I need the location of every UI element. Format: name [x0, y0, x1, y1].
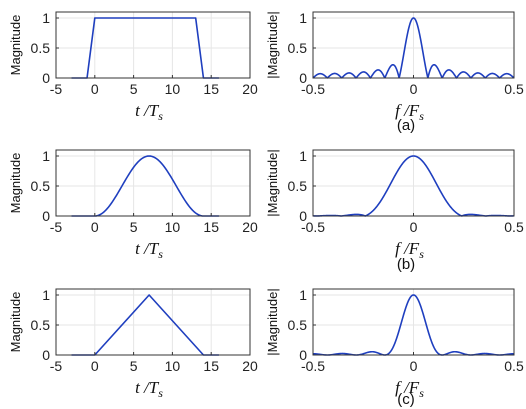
panel-c-freq-ytick-label-0: 0: [299, 347, 307, 363]
panel-a-freq-ytick-label-1: 0.5: [288, 40, 308, 56]
panel-c-time-xtick-label-3: 10: [165, 358, 181, 374]
panel-c-time-xtick-label-1: 0: [91, 358, 99, 374]
panel-b-freq-ytick-label-2: 1: [299, 148, 307, 164]
panel-c-freq-xtick-label-0: -0.5: [301, 358, 325, 374]
panel-a-time-xlabel: t /Ts: [135, 101, 163, 123]
caption-b: (b): [397, 256, 415, 273]
panel-a-time-xtick-label-1: 0: [91, 81, 99, 97]
panel-c-time-ytick-label-1: 0.5: [31, 317, 51, 333]
panel-b-time-xtick-label-3: 10: [165, 219, 181, 235]
panel-a-time-ylabel: Magnitude: [8, 15, 23, 76]
panel-a-freq-ylabel: |Magnitude|: [265, 11, 280, 78]
panel-b-freq-xtick-label-1: 0: [410, 219, 418, 235]
panel-b-time-xlabel: t /Ts: [135, 239, 163, 261]
panel-a-freq-xtick-label-2: 0.5: [504, 81, 524, 97]
panel-c-time-xlabel: t /Ts: [135, 378, 163, 400]
panel-a-freq-xtick-label-0: -0.5: [301, 81, 325, 97]
panel-a-time-plot-area: [56, 12, 250, 78]
panel-a-time-xtick-label-5: 20: [242, 81, 258, 97]
panel-b-time-series-line: [71, 155, 219, 217]
panel-b-time-ytick-label-2: 1: [42, 148, 50, 164]
panel-c-freq-xtick-label-2: 0.5: [504, 358, 524, 374]
panel-a-freq-ytick-label-0: 0: [299, 70, 307, 86]
panel-a-time-ytick-label-0: 0: [42, 70, 50, 86]
panel-c-freq-ytick-label-2: 1: [299, 287, 307, 303]
panel-c-freq-xtick-label-1: 0: [410, 358, 418, 374]
panel-c-time-xtick-label-5: 20: [242, 358, 258, 374]
caption-c: (c): [397, 391, 415, 408]
panel-a-time-xtick-label-3: 10: [165, 81, 181, 97]
panel-b-freq-xtick-label-0: -0.5: [301, 219, 325, 235]
panel-b-time-plot-area: [56, 150, 250, 216]
panel-c-time-ytick-label-0: 0: [42, 347, 50, 363]
panel-b-time-ylabel: Magnitude: [8, 153, 23, 214]
panel-a-freq-xlabel: f /Fs: [395, 101, 424, 123]
panel-c-freq-xlabel: f /Fs: [395, 378, 424, 400]
panel-a-freq-series-line: [312, 17, 515, 79]
panel-a-time-xtick-label-2: 5: [130, 81, 138, 97]
panel-b-time-axes-box: [55, 149, 251, 217]
panel-b-time-xtick-label-2: 5: [130, 219, 138, 235]
panel-c-freq-ylabel: |Magnitude|: [265, 288, 280, 355]
panel-b-time-xtick-label-1: 0: [91, 219, 99, 235]
panel-c-time-xtick-label-2: 5: [130, 358, 138, 374]
panel-b-freq-ytick-label-0: 0: [299, 208, 307, 224]
panel-a-time-xtick-label-0: -5: [50, 81, 63, 97]
panel-b-freq-ytick-label-1: 0.5: [288, 178, 308, 194]
panel-b-time-xtick-label-4: 15: [203, 219, 219, 235]
panel-b-time-xtick-label-0: -5: [50, 219, 63, 235]
panel-a-freq-ytick-label-2: 1: [299, 10, 307, 26]
panel-a-freq-xtick-label-1: 0: [410, 81, 418, 97]
panel-b-freq-series-line: [312, 155, 515, 217]
panel-c-time-xtick-label-0: -5: [50, 358, 63, 374]
panel-c-time-xtick-label-4: 15: [203, 358, 219, 374]
panel-b-time-ytick-label-1: 0.5: [31, 178, 51, 194]
panel-a-time-xtick-label-4: 15: [203, 81, 219, 97]
panel-b-time-ytick-label-0: 0: [42, 208, 50, 224]
panel-a-time-ytick-label-2: 1: [42, 10, 50, 26]
panel-c-time-ylabel: Magnitude: [8, 292, 23, 353]
caption-a: (a): [397, 117, 415, 134]
panel-c-time-ytick-label-2: 1: [42, 287, 50, 303]
panel-b-freq-xlabel: f /Fs: [395, 239, 424, 261]
panel-c-time-axes-box: [55, 288, 251, 356]
panel-c-freq-ytick-label-1: 0.5: [288, 317, 308, 333]
panel-a-time-axes-box: [55, 11, 251, 79]
panel-a-time-ytick-label-1: 0.5: [31, 40, 51, 56]
panel-b-freq-ylabel: |Magnitude|: [265, 149, 280, 216]
panel-b-time-xtick-label-5: 20: [242, 219, 258, 235]
panel-c-freq-series-line: [312, 294, 515, 356]
panel-b-freq-xtick-label-2: 0.5: [504, 219, 524, 235]
